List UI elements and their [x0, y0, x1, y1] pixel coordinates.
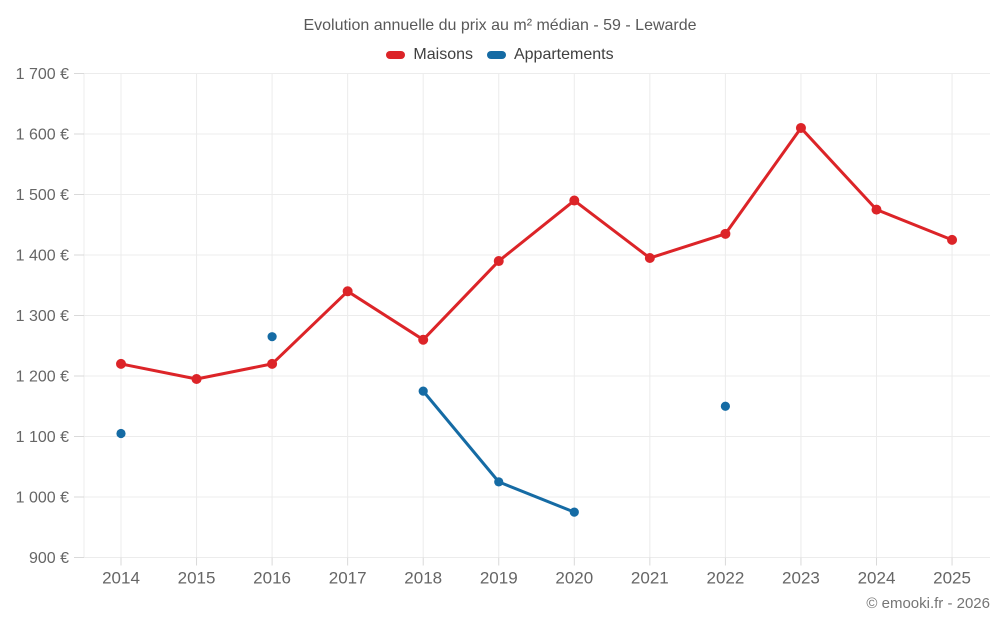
x-tick-label: 2022: [706, 569, 744, 588]
maisons-series-swatch-icon: [386, 51, 406, 59]
x-tick-label: 2014: [102, 569, 140, 588]
data-point-appartements-2018: [418, 386, 428, 396]
x-tick-label: 2025: [933, 569, 971, 588]
x-tick-label: 2024: [858, 569, 896, 588]
x-tick-label: 2021: [631, 569, 669, 588]
chart-title: Evolution annuelle du prix au m² médian …: [303, 17, 697, 34]
x-tick-label: 2018: [404, 569, 442, 588]
data-point-appartements-2016: [267, 332, 277, 342]
data-point-appartements-2022: [720, 401, 731, 411]
data-point-appartements-2020: [569, 507, 579, 517]
data-point-maisons-2021: [644, 253, 655, 264]
data-point-maisons-2018: [418, 334, 429, 345]
data-point-maisons-2017: [342, 286, 353, 297]
y-tick-label: 1 600 €: [16, 127, 69, 144]
x-tick-label: 2020: [555, 569, 593, 588]
data-point-maisons-2014: [116, 358, 126, 369]
x-tick-label: 2015: [178, 569, 216, 588]
data-point-maisons-2025: [947, 234, 958, 245]
data-point-maisons-2024: [871, 204, 882, 215]
appartements-series-swatch-icon: [486, 51, 506, 59]
chart-legend: Maisons Appartements: [0, 46, 1000, 64]
y-tick-label: 900 €: [29, 550, 69, 567]
y-tick-label: 1 400 €: [16, 248, 69, 265]
x-tick-label: 2016: [253, 569, 291, 588]
y-tick-label: 1 500 €: [16, 187, 69, 204]
series-line-maisons: [119, 126, 954, 381]
data-point-appartements-2019: [494, 477, 504, 487]
x-tick-label: 2019: [480, 569, 518, 588]
y-tick-label: 1 200 €: [16, 369, 69, 386]
data-point-maisons-2022: [720, 228, 731, 239]
x-tick-label: 2023: [782, 569, 820, 588]
x-tick-label: 2017: [329, 569, 367, 588]
data-point-maisons-2020: [569, 195, 580, 206]
data-point-appartements-2014: [116, 428, 126, 439]
data-point-maisons-2019: [493, 256, 504, 267]
data-point-maisons-2016: [267, 358, 278, 369]
footer-credit: © emooki.fr - 2026: [866, 595, 990, 612]
legend-item-maisons[interactable]: Maisons: [386, 46, 473, 64]
series-line-appartements: [421, 389, 576, 514]
data-point-maisons-2023: [795, 122, 806, 133]
legend-label-appartements: Appartements: [513, 46, 614, 63]
y-tick-label: 1 000 €: [16, 490, 69, 507]
data-point-maisons-2015: [191, 374, 202, 385]
y-tick-label: 1 100 €: [16, 429, 69, 446]
y-tick-label: 1 700 €: [16, 66, 69, 83]
y-tick-label: 1 300 €: [16, 308, 69, 325]
legend-item-appartements[interactable]: Appartements: [486, 46, 614, 64]
legend-label-maisons: Maisons: [413, 46, 473, 63]
